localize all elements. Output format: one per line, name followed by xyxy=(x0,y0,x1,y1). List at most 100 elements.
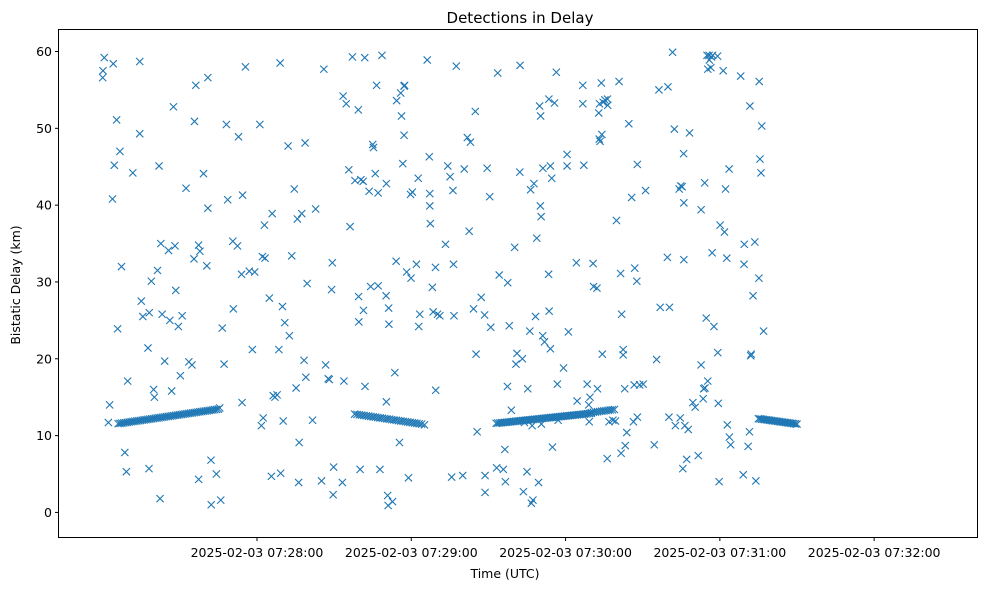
data-point xyxy=(449,311,458,320)
data-point xyxy=(725,165,734,174)
data-point xyxy=(493,69,502,78)
data-point xyxy=(583,380,592,389)
data-point xyxy=(714,399,723,408)
data-point xyxy=(195,247,204,256)
data-point xyxy=(595,135,604,144)
data-point xyxy=(98,73,107,82)
data-point xyxy=(428,283,437,292)
data-point xyxy=(594,108,603,117)
data-point xyxy=(650,440,659,449)
data-point xyxy=(624,119,633,128)
data-point xyxy=(123,377,132,386)
data-point xyxy=(329,463,338,472)
data-point xyxy=(206,456,215,465)
data-point xyxy=(578,99,587,108)
data-point xyxy=(441,240,450,249)
data-point xyxy=(203,204,212,213)
data-point xyxy=(178,311,187,320)
data-point xyxy=(691,403,700,412)
data-point xyxy=(547,174,556,183)
data-point xyxy=(297,209,306,218)
data-point xyxy=(404,473,413,482)
data-point xyxy=(553,380,562,389)
data-point xyxy=(703,51,711,60)
data-point xyxy=(145,464,153,473)
data-point xyxy=(536,201,545,210)
data-point xyxy=(238,191,247,200)
data-point xyxy=(656,303,665,312)
data-point xyxy=(694,451,703,460)
data-point xyxy=(258,252,267,261)
data-point xyxy=(622,428,631,437)
data-point xyxy=(528,496,537,505)
data-point xyxy=(749,291,758,300)
data-point xyxy=(431,386,440,395)
data-point xyxy=(463,133,472,142)
data-point xyxy=(615,77,624,86)
data-point xyxy=(202,261,211,270)
data-point xyxy=(589,259,598,268)
data-point xyxy=(128,168,137,177)
data-point xyxy=(354,317,363,326)
data-point xyxy=(257,421,266,430)
data-point xyxy=(374,281,383,290)
x-tick-label: 2025-02-03 07:31:00 xyxy=(653,545,786,560)
data-point xyxy=(632,277,641,286)
data-point xyxy=(630,264,639,273)
data-point xyxy=(423,55,432,64)
data-point xyxy=(170,241,179,250)
data-point xyxy=(448,186,457,195)
data-point xyxy=(789,419,798,428)
data-point xyxy=(641,186,650,195)
data-point xyxy=(586,393,594,402)
data-point xyxy=(160,357,169,366)
data-point xyxy=(113,324,122,333)
data-point xyxy=(485,192,494,201)
data-point xyxy=(507,406,516,415)
data-point xyxy=(402,267,411,276)
data-point xyxy=(220,360,229,369)
data-point xyxy=(627,193,636,202)
data-point xyxy=(237,270,246,279)
data-point xyxy=(663,253,672,262)
data-point xyxy=(143,344,152,353)
data-point xyxy=(538,164,547,173)
data-point xyxy=(617,310,626,319)
data-point xyxy=(611,417,620,425)
data-point xyxy=(578,81,587,90)
data-point xyxy=(303,279,312,288)
data-point xyxy=(501,477,510,486)
data-point xyxy=(295,438,304,447)
data-point xyxy=(652,355,661,364)
data-point xyxy=(150,393,159,402)
data-point xyxy=(702,314,711,323)
data-point xyxy=(705,51,714,60)
data-point xyxy=(621,441,630,450)
data-point xyxy=(596,137,605,146)
data-point xyxy=(112,115,121,124)
data-point xyxy=(431,263,440,272)
data-point xyxy=(700,178,709,187)
data-point xyxy=(721,185,730,194)
data-point xyxy=(791,419,800,428)
data-point xyxy=(671,421,680,430)
data-point xyxy=(750,238,759,247)
data-point xyxy=(757,122,766,131)
data-point xyxy=(608,405,617,414)
data-point xyxy=(518,354,527,363)
data-point xyxy=(137,297,146,306)
data-point xyxy=(709,322,718,331)
data-point xyxy=(329,490,338,499)
data-point xyxy=(616,269,625,278)
data-point xyxy=(715,477,724,486)
data-point xyxy=(238,398,247,407)
data-point xyxy=(471,107,480,116)
data-point xyxy=(597,79,606,87)
x-tick-label: 2025-02-03 07:30:00 xyxy=(499,545,632,560)
data-point xyxy=(117,262,126,271)
data-point xyxy=(713,348,722,357)
data-point xyxy=(290,185,299,194)
data-point xyxy=(425,201,434,210)
x-tick-label: 2025-02-03 07:29:00 xyxy=(345,545,478,560)
data-point xyxy=(414,174,423,183)
